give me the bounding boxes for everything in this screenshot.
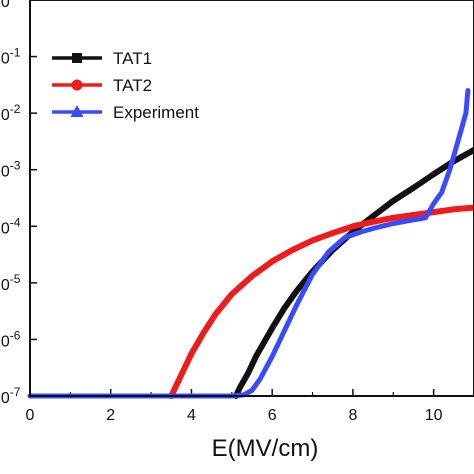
legend-label: TAT2 <box>113 76 152 95</box>
legend-label: TAT1 <box>113 49 152 68</box>
plot-area-border <box>29 0 474 397</box>
legend-marker-circle <box>71 79 83 91</box>
x-axis-title: E(MV/cm) <box>212 435 319 462</box>
x-tick-label: 8 <box>348 407 357 424</box>
y-tick-label: 10-1 <box>0 46 21 68</box>
legend-marker-triangle <box>70 105 84 117</box>
y-tick-label: 10-6 <box>0 328 21 350</box>
x-tick-labels: 0 2 4 6 8 10 <box>26 407 443 424</box>
y-tick-label: 10-5 <box>0 272 21 294</box>
y-tick-label: 10-3 <box>0 159 21 181</box>
x-tick-label: 0 <box>26 407 35 424</box>
series-line-tat2 <box>168 204 474 399</box>
series-layer <box>27 88 474 399</box>
legend-marker-square <box>72 53 82 63</box>
legend: TAT1 TAT2 Experiment <box>52 49 199 122</box>
y-tick-labels: 100 10-1 10-2 10-3 10-4 10-5 10-6 10-7 <box>0 0 21 407</box>
x-tick-label: 6 <box>268 407 277 424</box>
y-tick-label: 10-2 <box>0 102 21 124</box>
y-tick-label: 10-4 <box>0 215 21 237</box>
y-tick-label: 10-7 <box>0 385 21 407</box>
y-tick-label: 100 <box>0 0 17 11</box>
x-tick-label: 2 <box>106 407 115 424</box>
x-tick-label: 4 <box>187 407 196 424</box>
legend-label: Experiment <box>113 103 199 122</box>
x-tick-label: 10 <box>425 407 443 424</box>
series-line-experiment <box>27 88 471 399</box>
